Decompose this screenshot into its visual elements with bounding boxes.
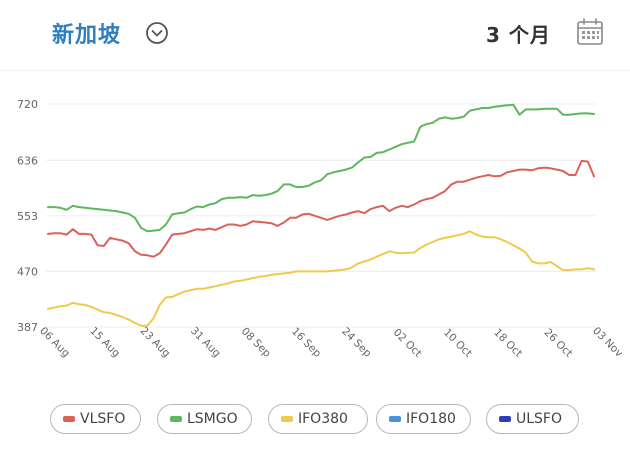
chart-legend: VLSFO LSMGO IFO380 IFO180 ULSFO	[50, 404, 610, 436]
x-tick-label: 08 Sep	[239, 325, 274, 360]
x-tick-label: 18 Oct	[491, 327, 524, 360]
legend-item-ifo180[interactable]: IFO180	[376, 404, 471, 434]
x-tick-label: 02 Oct	[391, 327, 424, 360]
legend-swatch	[389, 416, 401, 422]
y-tick-label: 387	[17, 321, 38, 334]
legend-label: IFO180	[406, 411, 456, 427]
legend-item-ifo380[interactable]: IFO380	[268, 404, 368, 434]
legend-label: IFO380	[298, 411, 348, 427]
series-line-ifo380	[47, 230, 595, 327]
legend-swatch	[281, 416, 293, 422]
series-line-lsmgo	[47, 103, 595, 233]
y-tick-label: 470	[17, 265, 38, 278]
x-tick-label: 26 Oct	[542, 327, 575, 360]
header-divider	[0, 70, 630, 71]
time-range-label[interactable]: 3 个月	[486, 23, 551, 47]
x-tick-label: 24 Sep	[339, 325, 374, 360]
legend-label: LSMGO	[187, 411, 238, 427]
x-tick-label: 31 Aug	[188, 325, 223, 360]
legend-swatch	[499, 416, 511, 422]
y-tick-label: 720	[17, 98, 38, 111]
header: 新加坡 3 个月	[0, 0, 630, 68]
legend-swatch	[170, 416, 182, 422]
chevron-down-icon[interactable]	[145, 21, 169, 45]
y-tick-label: 636	[17, 154, 38, 167]
x-tick-label: 16 Sep	[289, 325, 324, 360]
x-tick-label: 15 Aug	[87, 325, 122, 360]
y-tick-label: 553	[17, 210, 38, 223]
legend-label: VLSFO	[80, 411, 126, 427]
legend-item-vlsfo[interactable]: VLSFO	[50, 404, 141, 434]
calendar-icon[interactable]	[575, 17, 605, 47]
x-tick-label: 23 Aug	[138, 325, 173, 360]
legend-item-lsmgo[interactable]: LSMGO	[157, 404, 252, 434]
location-selector[interactable]: 新加坡	[52, 23, 122, 48]
legend-item-ulsfo[interactable]: ULSFO	[486, 404, 579, 434]
x-tick-label: 10 Oct	[441, 327, 474, 360]
series-line-vlsfo	[47, 159, 595, 258]
legend-label: ULSFO	[516, 411, 563, 427]
price-line-chart: 720 636 553 470 387 06 Aug 15 Aug 23 Aug 31 Aug 0…	[17, 98, 625, 360]
x-tick-label: 03 Nov	[590, 325, 625, 360]
x-tick-label: 06 Aug	[37, 325, 72, 360]
legend-swatch	[63, 416, 75, 422]
